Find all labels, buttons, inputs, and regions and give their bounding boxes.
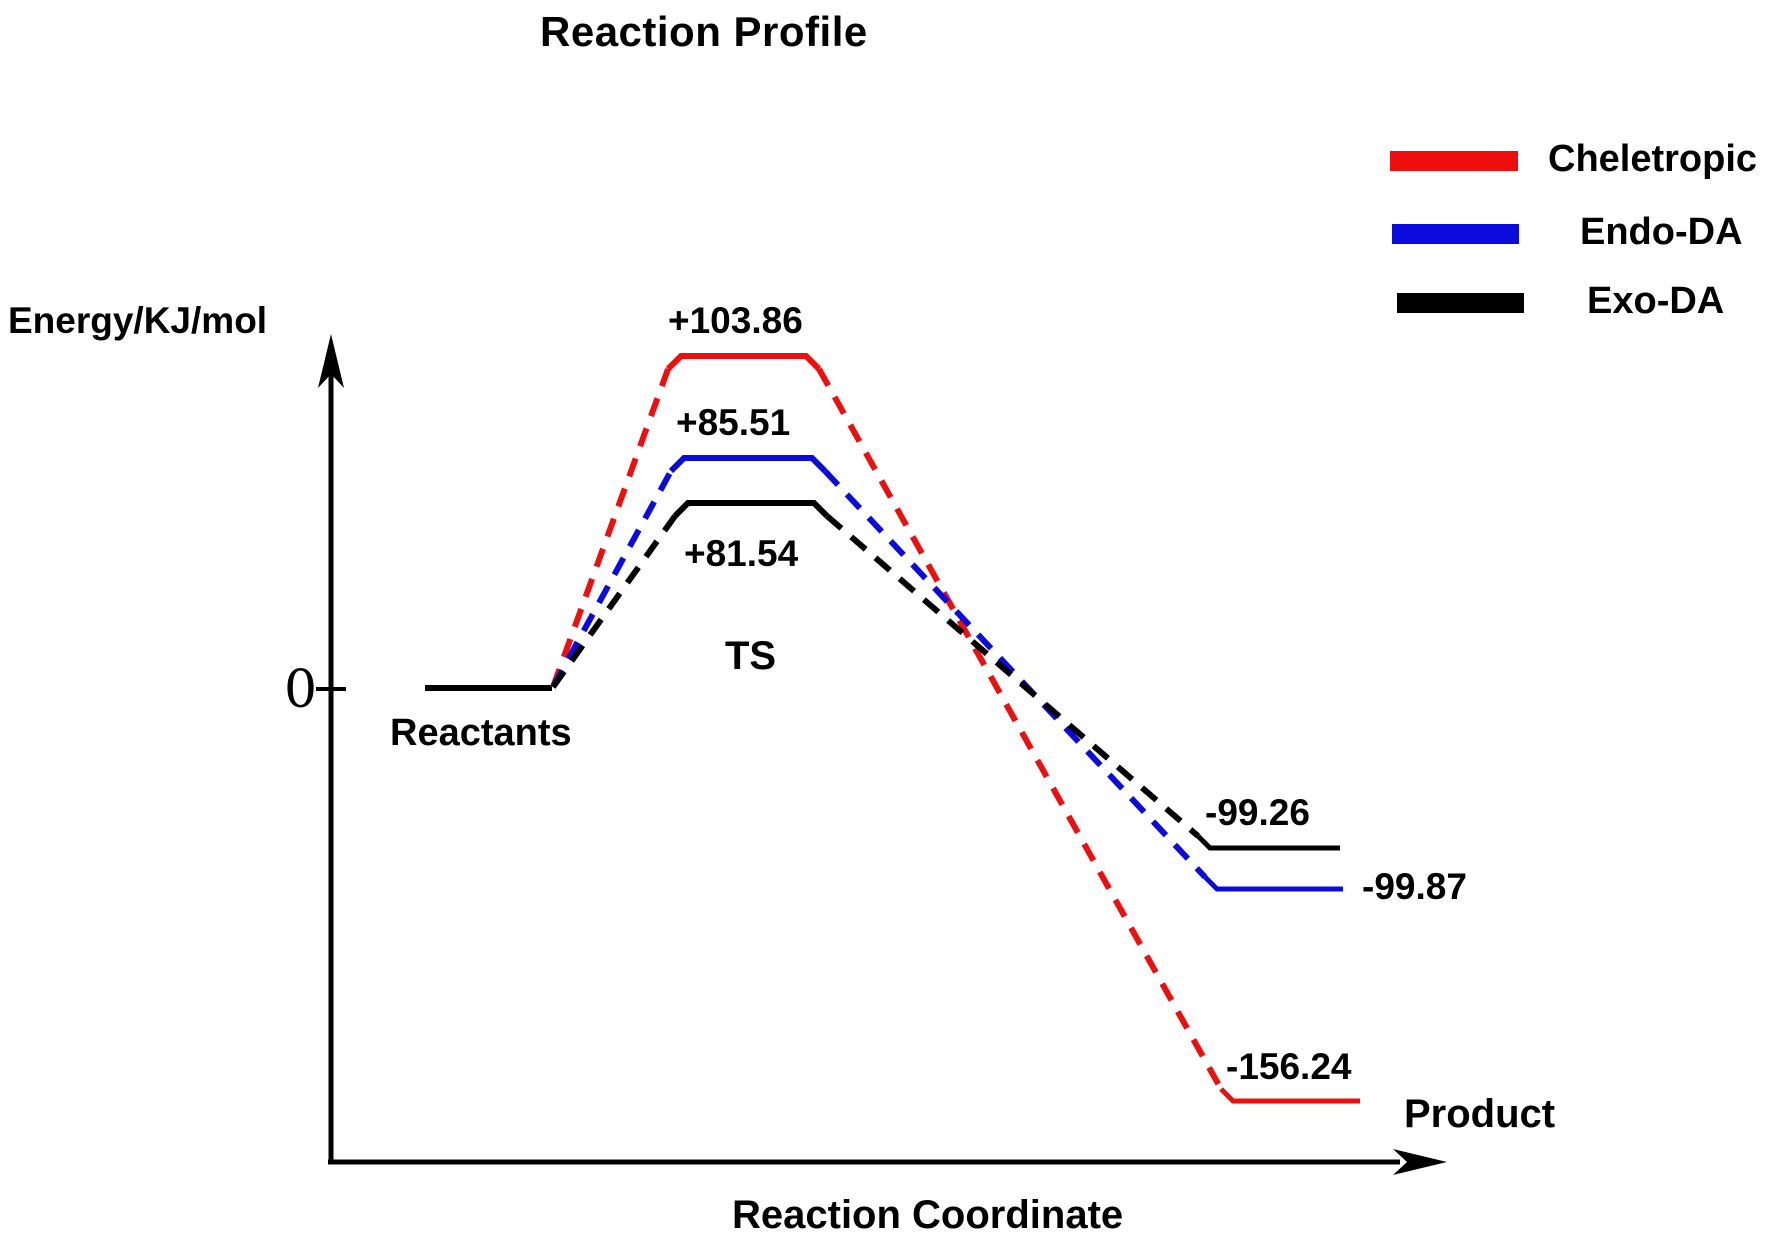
legend: Cheletropic Endo-DA Exo-DA xyxy=(1388,130,1788,330)
exo-da-ts-level-line xyxy=(672,500,830,519)
product-label: Product xyxy=(1404,1092,1556,1136)
exo-da-product-level-line xyxy=(1196,834,1340,851)
x-axis-arrowhead-icon xyxy=(1393,1149,1447,1175)
legend-label-cheletropic: Cheletropic xyxy=(1548,138,1758,180)
transition-state-label: TS xyxy=(725,634,777,678)
cheletropic-up-connector xyxy=(550,367,671,689)
cheletropic-legend-swatch xyxy=(1390,151,1518,171)
cheletropic-ts-level-line xyxy=(665,353,822,372)
cheletropic-product-level-line xyxy=(1219,1087,1360,1104)
endo-da-swatch-rect xyxy=(1392,224,1519,244)
endo-da-ts-value: +85.51 xyxy=(676,402,791,443)
exo-da-down-connector xyxy=(825,513,1200,839)
endo-da-product-value: -99.87 xyxy=(1362,866,1467,907)
exo-da-legend-swatch xyxy=(1397,293,1524,313)
cheletropic-down-connector xyxy=(816,367,1224,1091)
endo-da-down-connector xyxy=(822,468,1208,880)
endo-da-legend-swatch xyxy=(1392,224,1519,244)
y-axis-arrowhead-icon xyxy=(318,334,344,388)
endo-da-product-level-line xyxy=(1203,875,1343,892)
endo-da-ts-level-line xyxy=(668,455,828,474)
endo-da-up-connector xyxy=(550,469,674,689)
legend-label-endo-da: Endo-DA xyxy=(1580,211,1743,253)
exo-da-up-connector xyxy=(550,514,678,689)
cheletropic-product-value: -156.24 xyxy=(1226,1046,1352,1087)
exo-da-ts-value: +81.54 xyxy=(684,533,799,574)
cheletropic-ts-value: +103.86 xyxy=(668,300,803,341)
chart-title: Reaction Profile xyxy=(540,8,868,55)
exo-da-swatch-rect xyxy=(1397,293,1524,313)
zero-tick-label: 0 xyxy=(284,660,318,720)
legend-label-exo-da: Exo-DA xyxy=(1587,280,1725,322)
x-axis-label: Reaction Coordinate xyxy=(732,1193,1124,1237)
exo-da-product-value: -99.26 xyxy=(1205,792,1310,833)
y-axis-label: Energy/KJ/mol xyxy=(8,300,268,341)
cheletropic-swatch-rect xyxy=(1390,151,1518,171)
reactants-label: Reactants xyxy=(390,712,572,754)
